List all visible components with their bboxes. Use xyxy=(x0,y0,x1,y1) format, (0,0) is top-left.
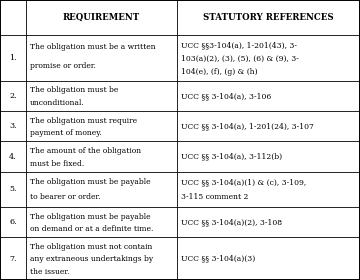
Text: UCC §§ 3-104(a), 3-112(b): UCC §§ 3-104(a), 3-112(b) xyxy=(181,153,282,160)
Text: 4.: 4. xyxy=(9,153,17,160)
Text: 6.: 6. xyxy=(9,218,17,226)
Text: UCC §§ 3-104(a), 3-106: UCC §§ 3-104(a), 3-106 xyxy=(181,92,271,100)
Text: the issuer.: the issuer. xyxy=(30,268,69,276)
Text: UCC §§ 3-104(a)(2), 3-108: UCC §§ 3-104(a)(2), 3-108 xyxy=(181,218,282,226)
Text: 104(e), (f), (g) & (h): 104(e), (f), (g) & (h) xyxy=(181,68,257,76)
Text: must be fixed.: must be fixed. xyxy=(30,160,84,167)
Text: unconditional.: unconditional. xyxy=(30,99,84,107)
Text: promise or order.: promise or order. xyxy=(30,62,95,70)
Text: The amount of the obligation: The amount of the obligation xyxy=(30,147,141,155)
Text: 2.: 2. xyxy=(9,92,17,100)
Text: 3.: 3. xyxy=(9,122,17,130)
Text: The obligation must not contain: The obligation must not contain xyxy=(30,243,152,251)
Text: payment of money.: payment of money. xyxy=(30,129,102,137)
Text: The obligation must be a written: The obligation must be a written xyxy=(30,43,155,51)
Text: any extraneous undertakings by: any extraneous undertakings by xyxy=(30,255,153,263)
Text: The obligation must require: The obligation must require xyxy=(30,116,137,125)
Text: The obligation must be payable: The obligation must be payable xyxy=(30,213,150,221)
Text: 7.: 7. xyxy=(9,255,17,263)
Text: STATUTORY REFERENCES: STATUTORY REFERENCES xyxy=(203,13,334,22)
Text: The obligation must be: The obligation must be xyxy=(30,86,118,94)
Text: UCC §§ 3-104(a), 1-201(24), 3-107: UCC §§ 3-104(a), 1-201(24), 3-107 xyxy=(181,122,314,130)
Text: UCC §§ 3-104(a)(1) & (c), 3-109,: UCC §§ 3-104(a)(1) & (c), 3-109, xyxy=(181,178,306,186)
Text: 5.: 5. xyxy=(9,185,17,193)
Text: 3-115 comment 2: 3-115 comment 2 xyxy=(181,193,248,201)
Text: 1.: 1. xyxy=(9,54,17,62)
Text: UCC §§ 3-104(a)(3): UCC §§ 3-104(a)(3) xyxy=(181,255,255,263)
Text: 103(a)(2), (3), (5), (6) & (9), 3-: 103(a)(2), (3), (5), (6) & (9), 3- xyxy=(181,55,298,62)
Text: on demand or at a definite time.: on demand or at a definite time. xyxy=(30,225,153,233)
Text: to bearer or order.: to bearer or order. xyxy=(30,193,100,201)
Text: The obligation must be payable: The obligation must be payable xyxy=(30,178,150,186)
Text: REQUIREMENT: REQUIREMENT xyxy=(63,13,140,22)
Text: UCC §§3-104(a), 1-201(43), 3-: UCC §§3-104(a), 1-201(43), 3- xyxy=(181,41,297,49)
